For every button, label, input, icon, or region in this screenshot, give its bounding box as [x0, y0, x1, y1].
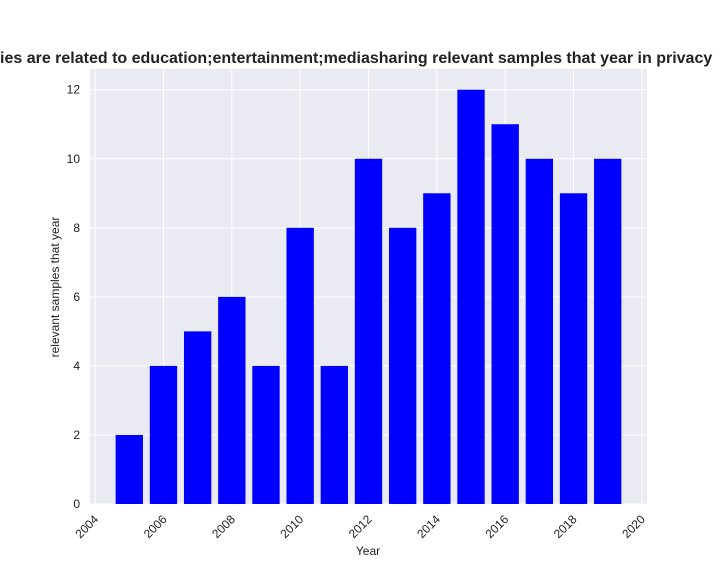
y-tick-label: 10: [67, 152, 81, 166]
y-tick-label: 2: [73, 428, 80, 442]
chart-title: ies are related to education;entertainme…: [0, 50, 712, 67]
bar-2007: [183, 331, 212, 504]
bar-2014: [423, 193, 451, 505]
y-tick-label: 0: [73, 497, 80, 511]
x-tick-label: 2012: [346, 512, 375, 541]
bar-2010: [286, 227, 314, 505]
bar-2012: [354, 158, 383, 504]
y-tick-label: 8: [73, 221, 80, 235]
x-axis-label: Year: [356, 544, 380, 558]
y-tick-labels: 0 2 4 6 8 10 12: [67, 83, 81, 511]
bar-2008: [218, 296, 246, 504]
x-tick-label: 2010: [277, 512, 306, 541]
bar-2016: [491, 124, 519, 504]
bar-2006: [149, 365, 178, 504]
bar-2005: [115, 434, 143, 504]
x-tick-label: 2016: [483, 512, 512, 541]
y-tick-label: 4: [73, 359, 80, 373]
bar-2009: [252, 365, 280, 504]
y-axis-label: relevant samples that year: [48, 217, 62, 358]
x-tick-label: 2008: [209, 512, 238, 541]
bar-2013: [389, 227, 417, 505]
y-tick-label: 6: [73, 290, 80, 304]
x-tick-label: 2018: [551, 512, 580, 541]
x-tick-label: 2020: [619, 512, 648, 541]
x-tick-label: 2014: [414, 512, 443, 541]
bar-2015: [457, 89, 485, 504]
x-tick-labels: 2004 2006 2008 2010 2012 2014 2016 2018 2020: [72, 512, 648, 541]
bars: [115, 89, 622, 505]
bar-2011: [320, 365, 348, 504]
bar-2019: [594, 158, 622, 504]
bar-2018: [559, 193, 588, 505]
bar-2017: [525, 158, 554, 504]
x-tick-label: 2006: [141, 512, 170, 541]
y-tick-label: 12: [67, 83, 81, 97]
x-tick-label: 2004: [72, 512, 101, 541]
